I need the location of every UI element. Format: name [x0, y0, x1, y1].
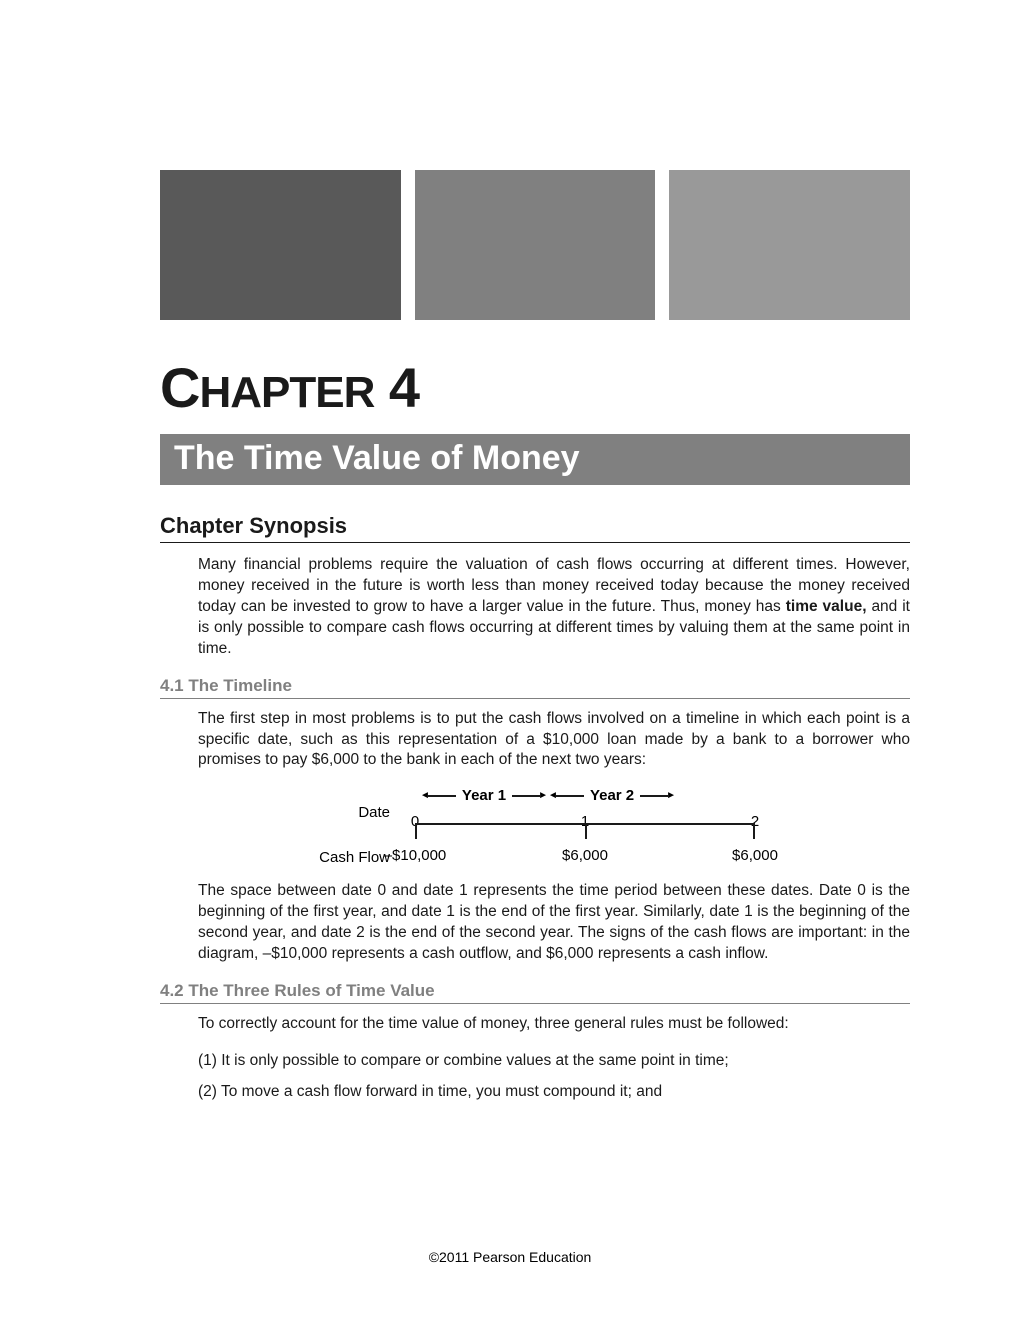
- timeline-axis: [415, 823, 755, 843]
- section-41-explain: The space between date 0 and date 1 repr…: [198, 881, 910, 965]
- cashflow-0: –$10,000: [384, 847, 447, 864]
- rule-1: (1) It is only possible to compare or co…: [198, 1051, 910, 1072]
- chapter-label-cap: C: [160, 356, 199, 419]
- synopsis-bold-term: time value,: [786, 598, 867, 615]
- section-42-heading: 4.2 The Three Rules of Time Value: [160, 981, 910, 1004]
- year2-label: Year 2: [590, 787, 634, 804]
- date-row-label: Date: [295, 804, 415, 821]
- header-decorative-boxes: [160, 170, 910, 320]
- chapter-label: CHAPTER 4: [160, 355, 910, 420]
- rule-2: (2) To move a cash flow forward in time,…: [198, 1082, 910, 1103]
- cashflow-labels: –$10,000 $6,000 $6,000: [415, 847, 755, 867]
- arrow-left-icon: [548, 790, 584, 801]
- tick-1: [585, 823, 587, 839]
- cashflow-1: $6,000: [562, 847, 608, 864]
- header-box-2: [415, 170, 656, 320]
- section-42-intro: To correctly account for the time value …: [198, 1014, 910, 1035]
- tick-0: [415, 823, 417, 839]
- synopsis-text: Many financial problems require the valu…: [198, 555, 910, 660]
- year1-label: Year 1: [462, 787, 506, 804]
- page-content: CHAPTER 4 The Time Value of Money Chapte…: [0, 0, 1020, 1153]
- timeline-axis-row: [295, 823, 775, 843]
- synopsis-heading: Chapter Synopsis: [160, 513, 910, 543]
- chapter-number: 4: [374, 356, 419, 419]
- chapter-title-bar: The Time Value of Money: [160, 434, 910, 485]
- timeline-cashflow-row: Cash Flow –$10,000 $6,000 $6,000: [295, 847, 775, 867]
- timeline-diagram: Year 1 Year 2 Date 0 1 2 Cash Flo: [295, 787, 775, 867]
- arrow-right-icon: [640, 790, 676, 801]
- timeline-date-row: Date 0 1 2: [295, 804, 775, 821]
- arrow-left-icon: [420, 790, 456, 801]
- chapter-title: The Time Value of Money: [174, 439, 896, 478]
- cashflow-2: $6,000: [732, 847, 778, 864]
- header-box-3: [669, 170, 910, 320]
- arrow-right-icon: [512, 790, 548, 801]
- chapter-label-rest: HAPTER: [199, 368, 374, 417]
- header-box-1: [160, 170, 401, 320]
- footer-copyright: ©2011 Pearson Education: [0, 1249, 1020, 1265]
- timeline-year-labels: Year 1 Year 2: [420, 787, 775, 804]
- section-41-heading: 4.1 The Timeline: [160, 676, 910, 699]
- section-41-intro: The first step in most problems is to pu…: [198, 709, 910, 772]
- tick-2: [753, 823, 755, 839]
